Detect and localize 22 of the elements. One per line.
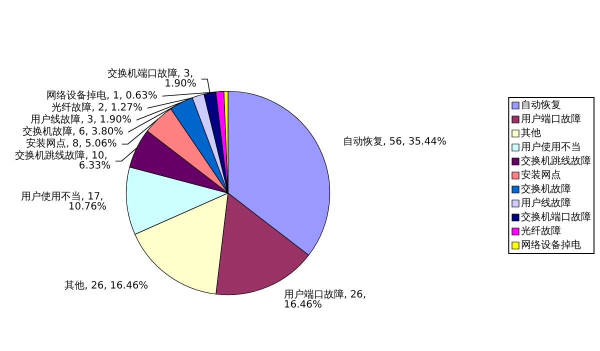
legend-label: 自动恢复 [521,99,561,111]
data-label: 其他, 26, 16.46% [64,280,148,292]
data-label: 交换机端口故障, 3, 1.90% [107,68,196,90]
legend-label: 其他 [521,127,541,139]
data-label: 光纤故障, 2, 1.27% [52,102,142,114]
data-label: 用户线故障, 3, 1.90% [30,114,132,126]
legend-label: 用户端口故障 [521,113,581,125]
legend-label: 交换机端口故障 [521,211,591,223]
legend-label: 安装网点 [521,169,561,181]
data-label: 用户使用不当, 17, 10.76% [21,190,107,213]
legend-label: 光纤故障 [521,225,561,237]
legend-label: 网络设备掉电 [521,239,581,251]
legend-label: 交换机故障 [521,183,571,195]
data-label: 自动恢复, 56, 35.44% [342,135,446,148]
data-label: 安装网点, 8, 5.06% [26,138,117,150]
data-label: 用户端口故障, 26, 16.46% [284,288,370,310]
legend-label: 用户线故障 [521,197,571,209]
data-label: 交换机故障, 6, 3.80% [22,126,124,138]
data-label: 网络设备掉电, 1, 0.63% [46,90,158,102]
legend-label: 交换机跳线故障 [521,155,591,167]
legend-label: 用户使用不当 [521,141,581,153]
data-label: 交换机跳线故障, 10, 6.33% [15,150,111,172]
